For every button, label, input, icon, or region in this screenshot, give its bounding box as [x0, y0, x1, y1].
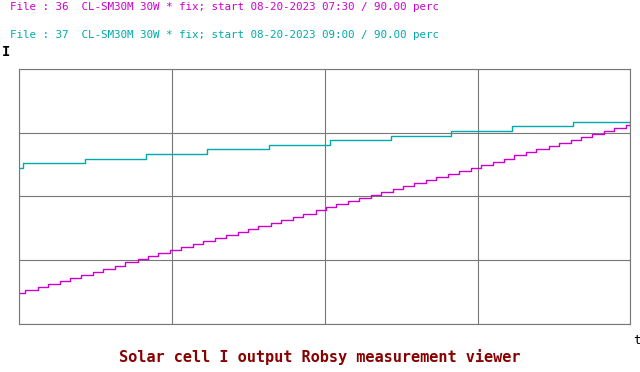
Text: File : 37  CL-SM30M 30W * fix; start 08-20-2023 09:00 / 90.00 perc: File : 37 CL-SM30M 30W * fix; start 08-2…: [10, 30, 438, 40]
Text: File : 36  CL-SM30M 30W * fix; start 08-20-2023 07:30 / 90.00 perc: File : 36 CL-SM30M 30W * fix; start 08-2…: [10, 2, 438, 12]
Text: I: I: [1, 45, 10, 59]
Text: t: t: [634, 334, 640, 347]
Text: Solar cell I output Robsy measurement viewer: Solar cell I output Robsy measurement vi…: [119, 349, 521, 365]
